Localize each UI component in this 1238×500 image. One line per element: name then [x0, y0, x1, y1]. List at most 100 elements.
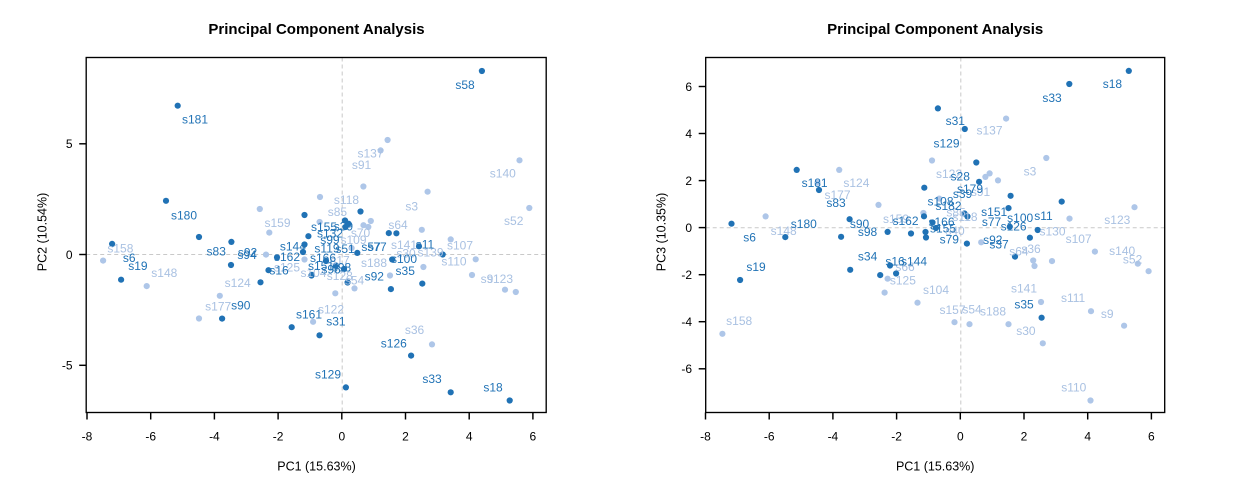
svg-text:s35: s35	[396, 264, 416, 278]
svg-text:s108: s108	[927, 194, 953, 208]
svg-text:s188: s188	[361, 256, 387, 270]
svg-text:s144: s144	[280, 240, 306, 254]
svg-text:s151: s151	[981, 205, 1007, 219]
svg-text:s137: s137	[357, 146, 383, 160]
svg-text:2: 2	[685, 174, 692, 188]
svg-text:s130: s130	[1039, 225, 1065, 239]
svg-text:s18: s18	[1103, 77, 1123, 91]
svg-text:s57: s57	[361, 240, 381, 254]
svg-text:s182: s182	[935, 199, 961, 213]
svg-text:s98: s98	[332, 260, 352, 274]
svg-text:s91: s91	[971, 185, 991, 199]
svg-text:Principal Component Analysis: Principal Component Analysis	[827, 21, 1043, 38]
svg-text:s77: s77	[982, 215, 1002, 229]
svg-text:s3: s3	[1024, 165, 1037, 179]
svg-text:s64: s64	[388, 218, 408, 232]
svg-text:s6: s6	[123, 251, 136, 265]
svg-text:s107: s107	[447, 239, 473, 253]
svg-text:s124: s124	[225, 276, 251, 290]
svg-text:s109: s109	[340, 233, 366, 247]
svg-text:s148: s148	[771, 224, 797, 238]
svg-text:s144: s144	[901, 254, 927, 268]
svg-text:-4: -4	[209, 430, 220, 444]
svg-text:s92: s92	[983, 233, 1003, 247]
svg-text:s166: s166	[310, 251, 336, 265]
svg-text:s9: s9	[1101, 307, 1114, 321]
svg-text:-6: -6	[764, 430, 775, 444]
svg-text:s35: s35	[1014, 297, 1034, 311]
svg-text:s137: s137	[976, 123, 1002, 137]
svg-text:s52: s52	[1123, 253, 1143, 267]
svg-text:s6: s6	[743, 230, 756, 244]
svg-text:0: 0	[957, 430, 964, 444]
svg-text:s28: s28	[951, 170, 971, 184]
svg-text:s58: s58	[455, 78, 475, 92]
svg-text:s122: s122	[318, 302, 344, 316]
svg-text:s155: s155	[930, 221, 956, 235]
svg-text:4: 4	[685, 127, 692, 141]
svg-text:s91: s91	[352, 158, 372, 172]
svg-text:s92: s92	[238, 245, 258, 259]
svg-text:s129: s129	[933, 137, 959, 151]
svg-text:s124: s124	[843, 176, 869, 190]
svg-text:s179: s179	[957, 182, 983, 196]
svg-text:-6: -6	[145, 430, 156, 444]
svg-text:PC3 (10.35%): PC3 (10.35%)	[655, 193, 669, 272]
svg-text:5: 5	[66, 137, 73, 151]
svg-text:s177: s177	[824, 188, 850, 202]
svg-text:6: 6	[685, 80, 692, 94]
svg-text:s151: s151	[308, 259, 334, 273]
svg-text:s18: s18	[483, 381, 503, 395]
svg-text:s155: s155	[311, 220, 337, 234]
svg-text:PC2 (10.54%): PC2 (10.54%)	[36, 193, 50, 272]
svg-text:s162: s162	[274, 250, 300, 264]
svg-text:s33: s33	[422, 372, 442, 386]
svg-text:s158: s158	[107, 241, 133, 255]
svg-text:0: 0	[338, 430, 345, 444]
svg-text:s125: s125	[274, 261, 300, 275]
svg-text:s148: s148	[151, 266, 177, 280]
svg-text:s180: s180	[791, 217, 817, 231]
svg-text:s141: s141	[1011, 282, 1037, 296]
svg-text:s31: s31	[946, 114, 966, 128]
svg-text:s30: s30	[396, 246, 416, 260]
svg-text:s104: s104	[923, 283, 949, 297]
svg-text:-4: -4	[681, 315, 692, 329]
svg-text:s107: s107	[1066, 232, 1092, 246]
svg-text:2: 2	[1021, 430, 1028, 444]
svg-text:s157: s157	[939, 303, 965, 317]
svg-text:s39: s39	[953, 187, 973, 201]
svg-text:s119: s119	[314, 242, 339, 256]
svg-text:s85: s85	[946, 205, 966, 219]
svg-text:-8: -8	[82, 430, 93, 444]
svg-text:s17: s17	[330, 254, 350, 268]
svg-text:s125: s125	[890, 273, 916, 287]
svg-text:s66: s66	[895, 260, 915, 274]
svg-text:s16: s16	[885, 254, 905, 268]
svg-text:s159: s159	[264, 216, 290, 230]
svg-text:s139: s139	[417, 246, 443, 260]
svg-text:0: 0	[66, 248, 73, 262]
svg-text:s181: s181	[802, 176, 828, 190]
svg-text:s64: s64	[1009, 245, 1029, 259]
svg-text:PC1 (15.63%): PC1 (15.63%)	[277, 459, 356, 473]
svg-text:2: 2	[402, 430, 409, 444]
svg-text:s132: s132	[317, 226, 343, 240]
svg-text:s19: s19	[128, 259, 148, 273]
svg-text:s52: s52	[504, 214, 524, 228]
svg-text:s128: s128	[327, 269, 353, 283]
svg-text:s123: s123	[487, 272, 513, 286]
svg-text:s3: s3	[405, 200, 418, 214]
svg-text:4: 4	[466, 430, 473, 444]
svg-text:s122: s122	[936, 167, 962, 181]
svg-text:-4: -4	[828, 430, 839, 444]
svg-text:s37: s37	[989, 237, 1009, 251]
svg-text:-5: -5	[62, 359, 73, 373]
svg-text:s100: s100	[1007, 211, 1033, 225]
svg-text:s77: s77	[367, 240, 387, 254]
svg-text:s98: s98	[858, 225, 878, 239]
svg-text:s83: s83	[826, 196, 846, 210]
svg-text:s40: s40	[945, 224, 965, 238]
svg-text:-6: -6	[681, 362, 692, 376]
svg-text:s161: s161	[296, 308, 322, 322]
